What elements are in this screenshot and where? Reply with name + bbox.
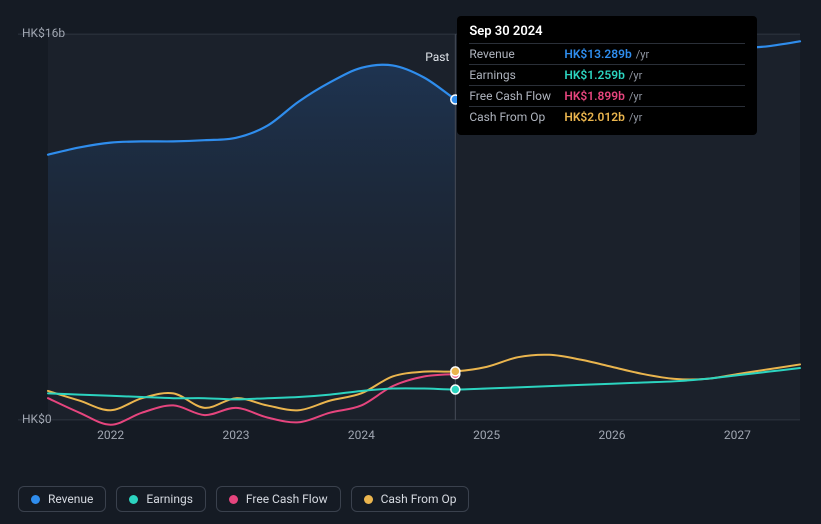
forecast-label: Analysts Forecasts (463, 50, 565, 64)
x-axis-tick-2022: 2022 (97, 428, 124, 442)
past-label: Past (425, 50, 449, 64)
legend-swatch-icon (229, 495, 238, 504)
legend-swatch-icon (364, 495, 373, 504)
y-axis-tick-0: HK$0 (22, 412, 52, 426)
x-axis-tick-2025: 2025 (473, 428, 500, 442)
legend: Revenue Earnings Free Cash Flow Cash From O… (18, 486, 469, 512)
hover-marker-cfo (451, 367, 460, 376)
legend-swatch-icon (129, 495, 138, 504)
y-axis-tick-16b: HK$16b (22, 26, 65, 40)
legend-label: Free Cash Flow (246, 492, 328, 506)
chart-canvas[interactable] (0, 0, 821, 524)
hover-marker-revenue (451, 95, 460, 104)
x-axis-tick-2026: 2026 (599, 428, 626, 442)
legend-label: Cash From Op (381, 492, 457, 506)
financials-chart: HK$16b HK$0 2022 2023 2024 2025 2026 2027 Pas… (0, 0, 821, 524)
legend-item-revenue[interactable]: Revenue (18, 486, 106, 512)
legend-label: Revenue (48, 492, 93, 506)
hover-marker-earnings (451, 385, 460, 394)
legend-swatch-icon (31, 495, 40, 504)
x-axis-tick-2027: 2027 (724, 428, 751, 442)
x-axis-tick-2023: 2023 (223, 428, 250, 442)
legend-item-earnings[interactable]: Earnings (116, 486, 206, 512)
legend-item-fcf[interactable]: Free Cash Flow (216, 486, 341, 512)
x-axis-tick-2024: 2024 (348, 428, 375, 442)
legend-label: Earnings (146, 492, 193, 506)
legend-item-cfo[interactable]: Cash From Op (351, 486, 470, 512)
